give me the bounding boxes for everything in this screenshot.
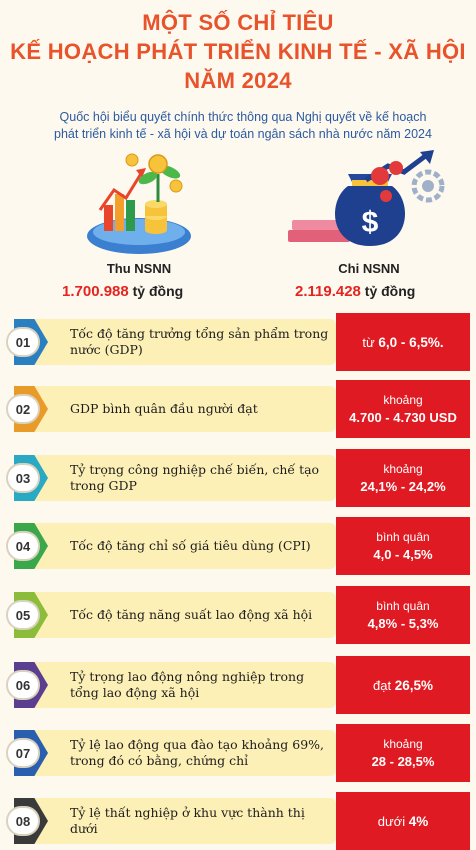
revenue-value: 1.700.988 tỷ đồng xyxy=(62,283,183,300)
page-title: MỘT SỐ CHỈ TIÊU KẾ HOẠCH PHÁT TRIỂN KINH… xyxy=(0,8,476,95)
target-value-box: khoảng 4.700 - 4.730 USD xyxy=(336,380,470,438)
target-row-background xyxy=(14,662,336,708)
target-row: 05 Tốc độ tăng năng suất lao động xã hội b… xyxy=(6,586,470,644)
target-value-box: khoảng 24,1% - 24,2% xyxy=(336,449,470,507)
expenditure-amount: 2.119.428 xyxy=(295,283,361,300)
target-value: 28 - 28,5% xyxy=(371,754,435,769)
target-value-prefix: từ xyxy=(362,334,379,350)
target-row-background xyxy=(14,798,336,844)
revenue-unit: tỷ đồng xyxy=(132,283,184,299)
subtitle: Quốc hội biểu quyết chính thức thông qua… xyxy=(20,109,466,143)
target-row: 02 GDP bình quân đầu người đạt khoảng 4.700… xyxy=(6,380,470,438)
target-row: 06 Tỷ trọng lao động nông nghiệp trong tổ… xyxy=(6,656,470,714)
target-row-background xyxy=(14,455,336,501)
target-value-prefix: đạt xyxy=(373,677,395,693)
target-number-badge: 01 xyxy=(6,327,40,357)
revenue-amount: 1.700.988 xyxy=(62,283,129,300)
target-value-box: từ 6,0 - 6,5%. xyxy=(336,313,470,371)
target-number-badge: 07 xyxy=(6,738,40,768)
target-number-badge: 06 xyxy=(6,670,40,700)
target-row: 03 Tỷ trọng công nghiệp chế biến, chế tạo… xyxy=(6,449,470,507)
expenditure-value: 2.119.428 tỷ đồng xyxy=(295,283,415,300)
target-value-line: dưới 4% xyxy=(378,813,428,830)
target-label: Tốc độ tăng năng suất lao động xã hội xyxy=(70,607,313,622)
target-number-badge: 08 xyxy=(6,806,40,836)
target-row: 08 Tỷ lệ thất nghiệp ở khu vực thành thị … xyxy=(6,792,470,850)
target-row: 07 Tỷ lệ lao động qua đào tạo khoảng 69%,… xyxy=(6,724,470,782)
target-value-prefix: bình quân xyxy=(376,599,430,613)
target-value-prefix: khoảng xyxy=(383,462,423,476)
target-value: 6,0 - 6,5%. xyxy=(378,334,444,350)
target-row-background xyxy=(14,730,336,776)
target-row-background xyxy=(14,386,336,432)
target-value: 4% xyxy=(408,813,429,829)
target-label: Tốc độ tăng chỉ số giá tiêu dùng (CPI) xyxy=(70,538,311,553)
svg-text:$: $ xyxy=(362,206,379,239)
target-label: Tỷ lệ lao động qua đào tạo khoảng 69%, t… xyxy=(70,737,325,768)
plant-coins-chart-icon xyxy=(87,153,191,254)
target-value-box: khoảng 28 - 28,5% xyxy=(336,724,470,782)
target-row: 04 Tốc độ tăng chỉ số giá tiêu dùng (CPI)… xyxy=(6,517,470,575)
target-value-line: từ 6,0 - 6,5%. xyxy=(362,334,443,351)
target-row-background xyxy=(14,523,336,569)
target-value: 4.700 - 4.730 USD xyxy=(349,410,457,425)
target-value-box: dưới 4% xyxy=(336,792,470,850)
target-label: Tốc độ tăng trưởng tổng sản phẩm trong n… xyxy=(70,326,329,357)
target-row-background xyxy=(14,592,336,638)
revenue-label: Thu NSNN xyxy=(106,261,172,276)
subtitle-line-1: Quốc hội biểu quyết chính thức thông qua… xyxy=(59,110,427,124)
target-number-badge: 05 xyxy=(6,600,40,630)
target-label: Tỷ trọng lao động nông nghiệp trong tổng… xyxy=(70,669,305,700)
money-bag-icon: $ xyxy=(288,150,445,246)
target-value-box: đạt 26,5% xyxy=(336,656,470,714)
target-value-line: đạt 26,5% xyxy=(373,677,433,694)
target-value-prefix: bình quân xyxy=(376,530,430,544)
target-value: 26,5% xyxy=(394,677,433,693)
target-value-box: bình quân 4,8% - 5,3% xyxy=(336,586,470,644)
title-line-1: MỘT SỐ CHỈ TIÊU xyxy=(142,10,334,35)
target-value-box: bình quân 4,0 - 4,5% xyxy=(336,517,470,575)
target-value-prefix: khoảng xyxy=(383,737,423,751)
target-value-prefix: khoảng xyxy=(383,393,423,407)
target-number-badge: 04 xyxy=(6,531,40,561)
title-line-2: KẾ HOẠCH PHÁT TRIỂN KINH TẾ - XÃ HỘI xyxy=(10,39,466,64)
target-row-background xyxy=(14,319,336,365)
target-value: 4,0 - 4,5% xyxy=(373,547,433,562)
target-number-badge: 03 xyxy=(6,463,40,493)
target-value: 24,1% - 24,2% xyxy=(360,479,446,494)
target-value: 4,8% - 5,3% xyxy=(367,616,439,631)
target-label: Tỷ lệ thất nghiệp ở khu vực thành thị dư… xyxy=(70,805,305,836)
target-number-badge: 02 xyxy=(6,394,40,424)
target-row: 01 Tốc độ tăng trưởng tổng sản phẩm trong… xyxy=(6,313,470,371)
subtitle-line-2: phát triển kinh tế - xã hội và dự toán n… xyxy=(54,127,432,141)
target-value-prefix: dưới xyxy=(377,813,409,829)
title-line-3: NĂM 2024 xyxy=(184,68,292,93)
target-label: GDP bình quân đầu người đạt xyxy=(70,401,258,416)
expenditure-unit: tỷ đồng xyxy=(364,283,416,299)
expenditure-label: Chi NSNN xyxy=(338,261,400,276)
target-label: Tỷ trọng công nghiệp chế biến, chế tạo t… xyxy=(70,462,320,493)
